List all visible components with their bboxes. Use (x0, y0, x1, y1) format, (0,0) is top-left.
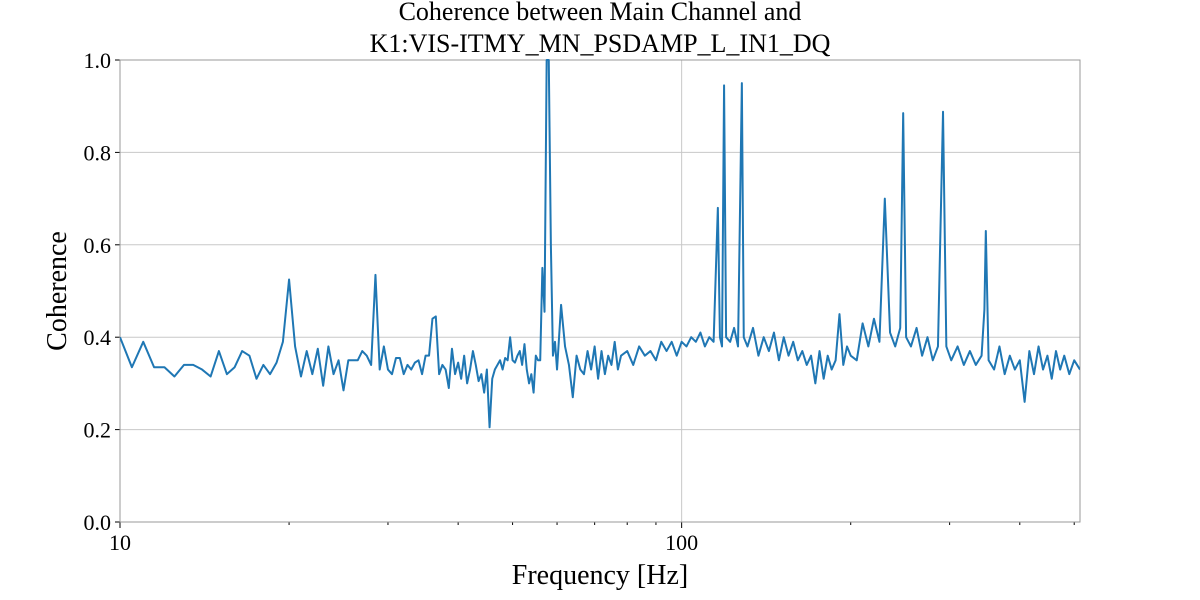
y-tick-label: 0.4 (84, 325, 112, 350)
y-tick-label: 1.0 (84, 48, 112, 73)
chart-title: K1:VIS-ITMY_MN_PSDAMP_L_IN1_DQ (370, 29, 831, 58)
data-line (120, 59, 1080, 429)
y-tick-label: 0.8 (84, 140, 112, 165)
plot-frame (119, 59, 1081, 523)
y-tick-label: 0.0 (84, 510, 112, 535)
y-tick-label: 0.6 (84, 233, 112, 258)
x-tick-label: 10 (109, 530, 131, 555)
y-axis-label: Coherence (42, 231, 73, 351)
chart-title: Coherence between Main Channel and (399, 0, 802, 26)
x-tick-label: 100 (665, 530, 698, 555)
y-tick-label: 0.2 (84, 418, 112, 443)
x-axis-label: Frequency [Hz] (512, 560, 688, 591)
